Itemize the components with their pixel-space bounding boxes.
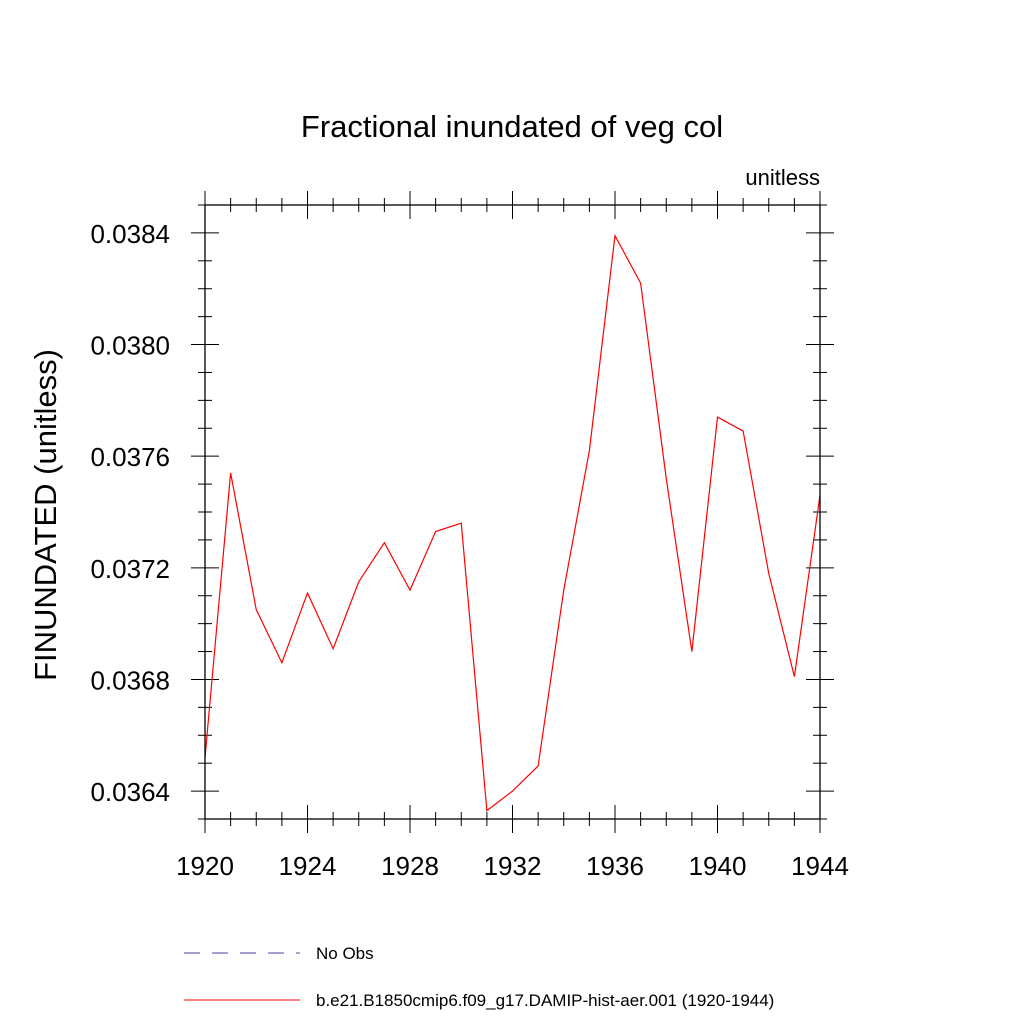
- y-tick-label: 0.0368: [90, 665, 170, 695]
- x-tick-label: 1920: [176, 851, 234, 881]
- units-label: unitless: [745, 165, 820, 190]
- x-tick-label: 1928: [381, 851, 439, 881]
- data-lines: [204, 233, 821, 812]
- chart-title: Fractional inundated of veg col: [301, 109, 723, 144]
- y-axis-label: FINUNDATED (unitless): [28, 349, 63, 681]
- x-tick-label: 1940: [689, 851, 747, 881]
- x-tick-label: 1924: [279, 851, 337, 881]
- plot-frame: [204, 204, 821, 820]
- y-tick-label: 0.0364: [90, 777, 170, 807]
- series-line: [204, 233, 821, 812]
- legend-label-model-run: b.e21.B1850cmip6.f09_g17.DAMIP-hist-aer.…: [316, 991, 774, 1010]
- legend: No Obs b.e21.B1850cmip6.f09_g17.DAMIP-hi…: [184, 944, 774, 1010]
- tick-marks: [191, 191, 834, 833]
- x-tick-label: 1936: [586, 851, 644, 881]
- y-tick-label: 0.0384: [90, 219, 170, 249]
- x-tick-label: 1932: [484, 851, 542, 881]
- y-tick-label: 0.0380: [90, 331, 170, 361]
- x-tick-label: 1944: [791, 851, 849, 881]
- y-tick-label: 0.0372: [90, 554, 170, 584]
- x-tick-labels: 1920 1924 1928 1932 1936 1940 1944: [176, 851, 849, 881]
- legend-label-no-obs: No Obs: [316, 944, 374, 963]
- y-tick-label: 0.0376: [90, 442, 170, 472]
- y-tick-labels: 0.0364 0.0368 0.0372 0.0376 0.0380 0.0384: [90, 219, 170, 807]
